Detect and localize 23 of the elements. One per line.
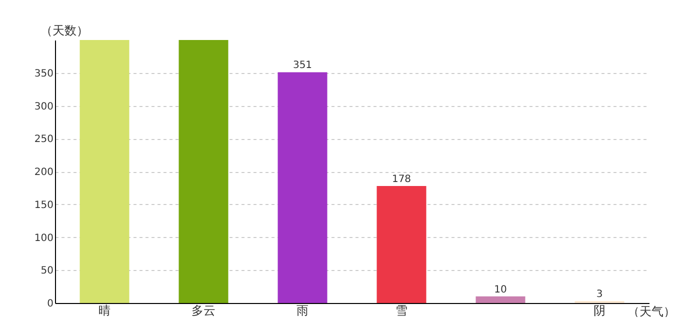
x-tick-label: 雪: [396, 304, 408, 318]
data-label: 178: [392, 174, 412, 185]
y-tick-label: 200: [34, 167, 54, 178]
y-tick-label: 0: [47, 298, 54, 310]
bar: [178, 40, 228, 303]
y-tick-label: 350: [34, 68, 54, 80]
y-tick-label: 50: [40, 266, 54, 277]
bar: [80, 40, 130, 303]
data-label: 10: [494, 284, 507, 296]
data-label: 3: [596, 289, 603, 300]
data-label: 351: [292, 60, 312, 72]
bar: [476, 296, 526, 303]
y-tick-label: 150: [34, 200, 54, 211]
y-tick-label: 250: [34, 134, 54, 146]
y-tick-label: 100: [34, 232, 54, 244]
x-tick-label: 晴: [98, 304, 110, 318]
x-tick-label: 阴: [594, 304, 606, 318]
bar: [376, 186, 426, 303]
y-tick-label: 300: [34, 101, 54, 112]
y-axis-title: （天数）: [40, 24, 88, 38]
bar: [278, 72, 328, 303]
x-tick-label: 雨: [296, 304, 308, 318]
x-tick-label: 多云: [192, 304, 216, 318]
